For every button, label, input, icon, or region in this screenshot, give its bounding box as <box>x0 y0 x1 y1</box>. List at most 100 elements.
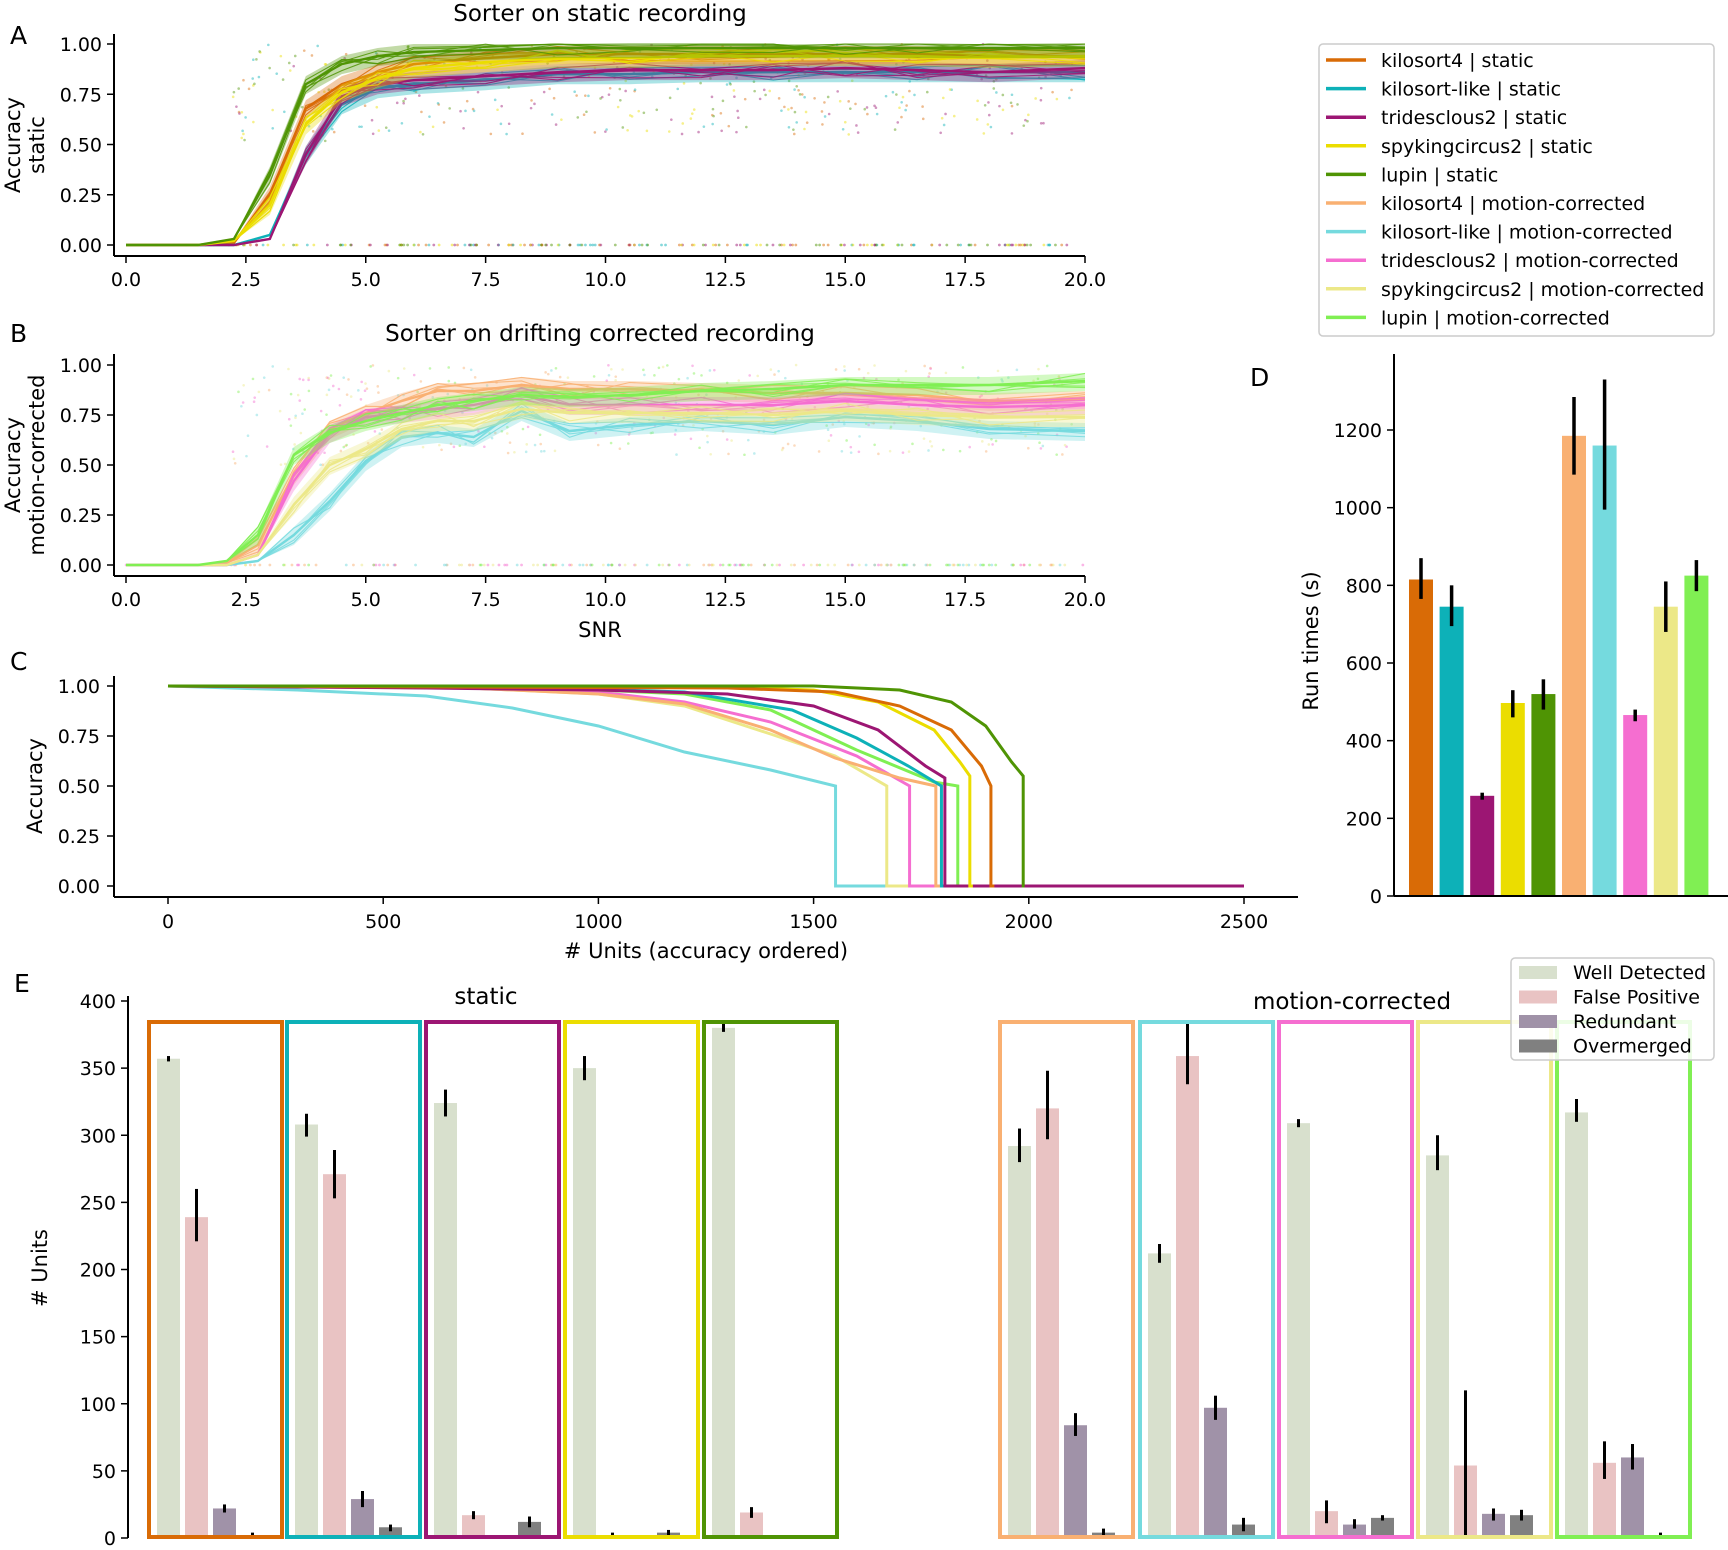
panel-a-scatter-point <box>998 104 1001 108</box>
legend-frame <box>1318 43 1715 337</box>
panel-b-scatter-point <box>834 368 838 371</box>
panel-a-scatter-point <box>798 93 802 96</box>
panel-a-zero-point <box>369 243 372 247</box>
panel-a-scatter-point <box>496 108 499 112</box>
panel-a-scatter-point <box>1001 108 1005 112</box>
panel-b-scatter-point <box>994 439 998 443</box>
panel-b-scatter-point <box>345 443 349 447</box>
panel-a-scatter-point <box>793 110 797 114</box>
panel-a-zero-point <box>294 243 298 247</box>
panel-a-scatter-point <box>419 130 422 134</box>
panel-a-zero-point <box>930 243 934 247</box>
panel-a-zero-point <box>638 243 641 247</box>
panel-b-scatter-point <box>494 431 497 435</box>
panel-a-scatter-point <box>237 110 241 114</box>
panel-b-zero-point <box>478 563 482 567</box>
panel-a-zero-point <box>537 243 541 247</box>
panel-a-zero-point <box>744 243 748 247</box>
panel-b-zero-point <box>414 563 417 567</box>
panel-e-bar <box>1621 1457 1644 1538</box>
panel-a-scatter-point <box>720 129 723 133</box>
panel-a-scatter-point <box>987 101 990 104</box>
panel-b-scatter-point <box>692 372 696 375</box>
panel-b-scatter-point <box>323 451 326 455</box>
panel-b-zero-point <box>661 563 665 567</box>
panel-b-scatter-point <box>525 443 529 446</box>
panel-a-scatter-point <box>344 52 348 56</box>
panel-b-scatter-point <box>447 366 451 369</box>
panel-b-scatter-point <box>968 445 971 449</box>
panel-b-scatter-point <box>265 445 269 448</box>
panel-a-scatter-point <box>743 97 747 101</box>
panel-d-y-tick-label: 1000 <box>1334 498 1382 520</box>
panel-b-zero-point <box>749 563 753 567</box>
panel-b-scatter-point <box>271 365 275 368</box>
panel-b-zero-point <box>707 563 710 567</box>
panel-e-y-tick-label: 200 <box>80 1260 116 1282</box>
panel-a-zero-point <box>432 243 436 247</box>
panel-c-curve <box>167 684 1244 888</box>
panel-a-scatter-point <box>855 124 858 127</box>
panel-a-scatter-point <box>803 95 806 99</box>
panel-b-scatter-point <box>843 369 846 372</box>
panel-a-scatter-point <box>302 49 306 52</box>
panel-b-scatter-point <box>780 448 784 452</box>
panel-b-y-tick-label: 0.50 <box>60 455 102 477</box>
panel-a-zero-point <box>437 243 441 247</box>
panel-a-scatter-point <box>884 94 888 98</box>
panel-e-sorter-box <box>998 1020 1135 1539</box>
panel-b-scatter-point <box>462 366 466 370</box>
panel-a-scatter-point <box>293 54 297 58</box>
panel-a-trial-line <box>126 66 1086 246</box>
panel-b-scatter-point <box>524 450 528 454</box>
panel-b-scatter-point <box>677 377 681 381</box>
panel-b-zero-point <box>352 563 355 567</box>
panel-b-x-tick-label: 10.0 <box>584 589 626 611</box>
panel-b-scatter-point <box>506 451 510 455</box>
panel-a-ylabel-line1: Accuracy <box>1 97 25 193</box>
panel-a-scatter-point <box>1070 88 1073 92</box>
panel-b-x-tick-label: 7.5 <box>471 589 501 611</box>
legend-e-swatch <box>1519 1039 1557 1053</box>
panel-a-scatter-point <box>655 108 659 112</box>
panel-b-zero-point <box>677 563 681 567</box>
panel-a-scatter-point <box>764 93 767 97</box>
panel-a-zero-point <box>646 243 650 247</box>
panel-b-zero-point <box>793 563 796 567</box>
panel-e-y-tick-label: 350 <box>80 1058 116 1080</box>
panel-b-scatter-point <box>642 368 645 372</box>
panel-b-zero-point <box>386 563 390 567</box>
panel-a-zero-point <box>1017 243 1021 247</box>
panel-a-scatter-point <box>1010 93 1014 97</box>
panel-a-scatter-point <box>736 116 740 119</box>
panel-a-scatter-point <box>421 132 425 136</box>
panel-b-zero-point <box>551 563 555 567</box>
panel-a-scatter-point <box>593 131 597 134</box>
panel-a-scatter-point <box>987 113 991 117</box>
panel-d-bar <box>1623 715 1648 896</box>
panel-a-zero-point <box>1054 243 1057 247</box>
panel-a-scatter-point <box>729 83 732 86</box>
panel-a-scatter-point <box>986 123 990 126</box>
panel-a-scatter-point <box>921 105 924 108</box>
panel-e-y-tick-label: 250 <box>80 1192 116 1214</box>
panel-b-scatter-point <box>402 367 406 370</box>
panel-a-scatter-point <box>275 72 279 75</box>
panel-e-bar <box>1315 1511 1338 1538</box>
panel-a-zero-point <box>266 243 270 247</box>
panel-a-scatter-point <box>507 122 511 126</box>
panel-b-zero-point <box>667 563 671 567</box>
panel-letter-a: A <box>10 21 27 50</box>
panel-b-scatter-point <box>1036 377 1040 381</box>
panel-a-scatter-point <box>257 75 261 79</box>
panel-b-scatter-point <box>344 444 348 448</box>
panel-b-scatter-point <box>697 393 700 397</box>
panel-b-zero-point <box>482 563 486 567</box>
panel-b-zero-point <box>833 563 837 567</box>
panel-a-scatter-point <box>550 113 554 116</box>
panel-b-scatter-point <box>246 434 250 438</box>
panel-a-scatter-point <box>905 104 908 107</box>
panel-b-scatter-point <box>666 364 669 367</box>
panel-d-y-tick-label: 0 <box>1370 886 1382 908</box>
panel-b-scatter-point <box>440 448 443 452</box>
